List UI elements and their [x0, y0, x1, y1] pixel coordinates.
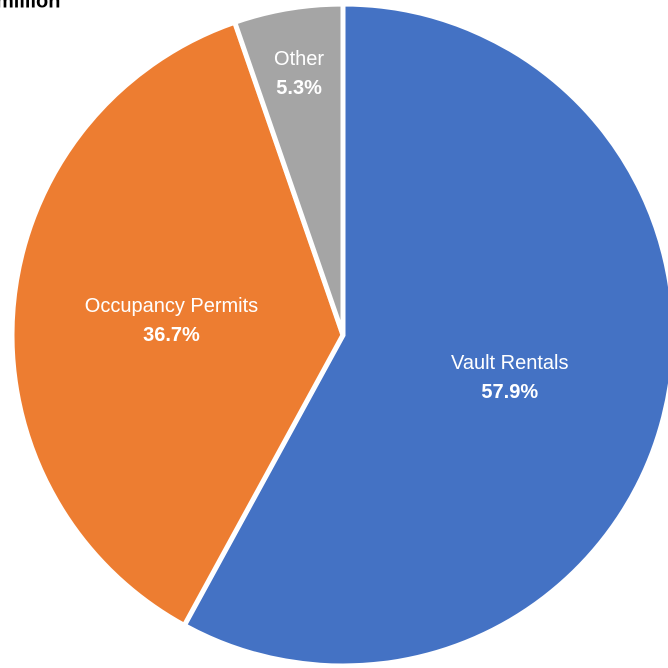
slice-label: Vault Rentals — [451, 352, 568, 374]
slice-value-label: 36.7% — [143, 324, 200, 346]
pie-slice — [181, 1, 668, 668]
slice-label: Other — [274, 48, 324, 70]
slice-value-label: 57.9% — [481, 381, 538, 403]
slice-label: Occupancy Permits — [85, 295, 258, 317]
chart-title: million — [0, 0, 60, 12]
pie-slice — [232, 1, 346, 338]
pie-slice — [9, 19, 346, 628]
slice-value-label: 5.3% — [276, 77, 322, 99]
